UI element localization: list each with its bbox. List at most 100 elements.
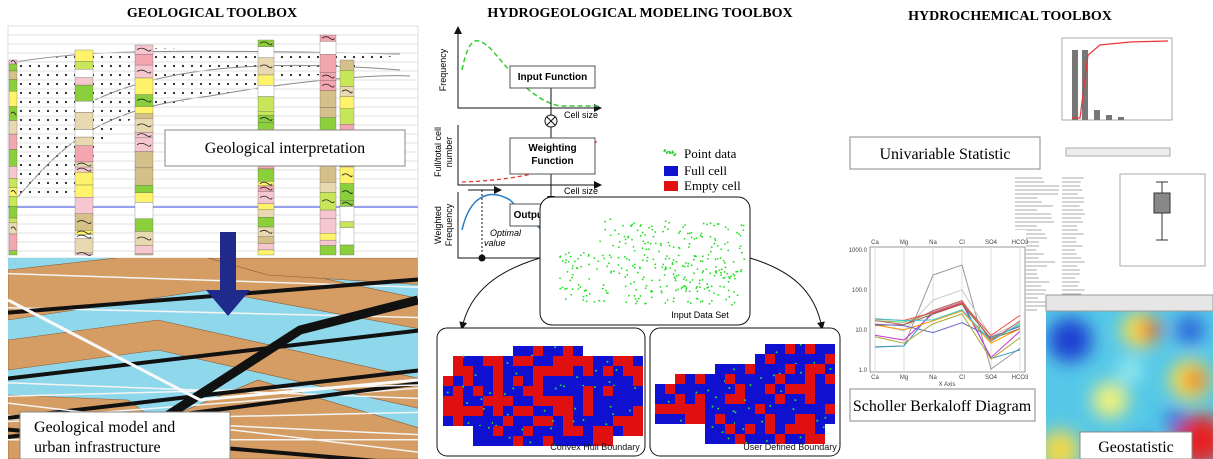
input-data-set xyxy=(540,197,750,325)
empty-cell xyxy=(533,386,543,396)
full-cell xyxy=(563,376,573,386)
point xyxy=(702,279,704,281)
column-layer xyxy=(320,107,336,117)
point xyxy=(565,254,567,256)
histogram xyxy=(1062,38,1172,156)
point xyxy=(628,295,630,297)
point xyxy=(648,227,650,229)
point xyxy=(610,271,612,273)
point xyxy=(576,268,578,270)
point xyxy=(668,222,670,224)
point xyxy=(710,222,712,224)
empty-cell xyxy=(463,376,473,386)
caption: User Defined Boundary xyxy=(743,442,837,452)
full-cell xyxy=(593,356,603,366)
column-layer xyxy=(135,254,153,255)
full-cell xyxy=(523,396,533,406)
column-layer xyxy=(135,114,153,119)
point xyxy=(647,242,649,244)
point xyxy=(723,260,725,262)
point xyxy=(574,261,576,263)
point xyxy=(737,271,739,273)
axis-label: Cell size xyxy=(564,110,598,120)
empty-cell xyxy=(623,426,633,436)
empty-cell xyxy=(785,384,795,394)
full-cell xyxy=(685,374,695,384)
point xyxy=(700,235,702,237)
point xyxy=(823,426,825,428)
point xyxy=(642,240,644,242)
full-cell xyxy=(815,354,825,364)
point xyxy=(463,355,465,357)
full-cell xyxy=(553,386,563,396)
empty-cell xyxy=(483,396,493,406)
empty-cell xyxy=(633,366,643,376)
point xyxy=(644,243,646,245)
point xyxy=(554,346,556,348)
column-layer xyxy=(135,246,153,254)
point xyxy=(619,272,621,274)
label: urban infrastructure xyxy=(34,439,161,456)
column-layer xyxy=(75,172,93,185)
point xyxy=(585,289,587,291)
empty-cell xyxy=(503,416,513,426)
empty-cell xyxy=(623,416,633,426)
point xyxy=(711,246,713,248)
boundary-grid xyxy=(650,328,840,456)
point xyxy=(552,420,554,422)
point xyxy=(480,398,482,400)
point xyxy=(668,258,670,260)
point xyxy=(720,257,722,259)
full-cell xyxy=(553,416,563,426)
point xyxy=(699,283,701,285)
category-label: SO4 xyxy=(985,240,998,246)
category-label: Mg xyxy=(900,240,908,246)
empty-cell xyxy=(543,366,553,376)
heat-blob xyxy=(1185,370,1205,390)
full-cell xyxy=(795,374,805,384)
empty-cell xyxy=(453,396,463,406)
column-layer xyxy=(340,228,354,245)
full-cell xyxy=(725,404,735,414)
point xyxy=(603,284,605,286)
full-cell xyxy=(533,436,543,446)
point xyxy=(693,272,695,274)
point xyxy=(630,225,632,227)
column-layer xyxy=(9,91,17,106)
full-cell xyxy=(805,404,815,414)
column-layer xyxy=(340,70,354,86)
point xyxy=(780,390,782,392)
point xyxy=(709,272,711,274)
point xyxy=(708,254,710,256)
full-cell xyxy=(633,396,643,406)
point xyxy=(738,233,740,235)
full-cell xyxy=(593,416,603,426)
point xyxy=(717,294,719,296)
annotation: Optimal xyxy=(490,228,522,238)
point xyxy=(717,408,719,410)
full-cell xyxy=(583,416,593,426)
point xyxy=(570,294,572,296)
full-cell xyxy=(623,376,633,386)
point xyxy=(562,260,564,262)
point xyxy=(686,279,688,281)
hist-bar xyxy=(1118,117,1124,120)
point xyxy=(734,275,736,277)
full-cell xyxy=(815,374,825,384)
full-cell xyxy=(715,394,725,404)
column-layer xyxy=(258,250,274,255)
point xyxy=(599,240,601,242)
point xyxy=(604,221,606,223)
full-cell xyxy=(533,426,543,436)
full-cell xyxy=(815,404,825,414)
empty-cell xyxy=(513,356,523,366)
panel-title: GEOLOGICAL TOOLBOX xyxy=(127,6,297,21)
empty-cell xyxy=(583,396,593,406)
point xyxy=(625,239,627,241)
empty-cell xyxy=(675,394,685,404)
full-cell xyxy=(543,386,553,396)
full-cell xyxy=(593,376,603,386)
point xyxy=(728,281,730,283)
empty-cell xyxy=(553,396,563,406)
y-tick-label: 100.0 xyxy=(852,288,868,294)
